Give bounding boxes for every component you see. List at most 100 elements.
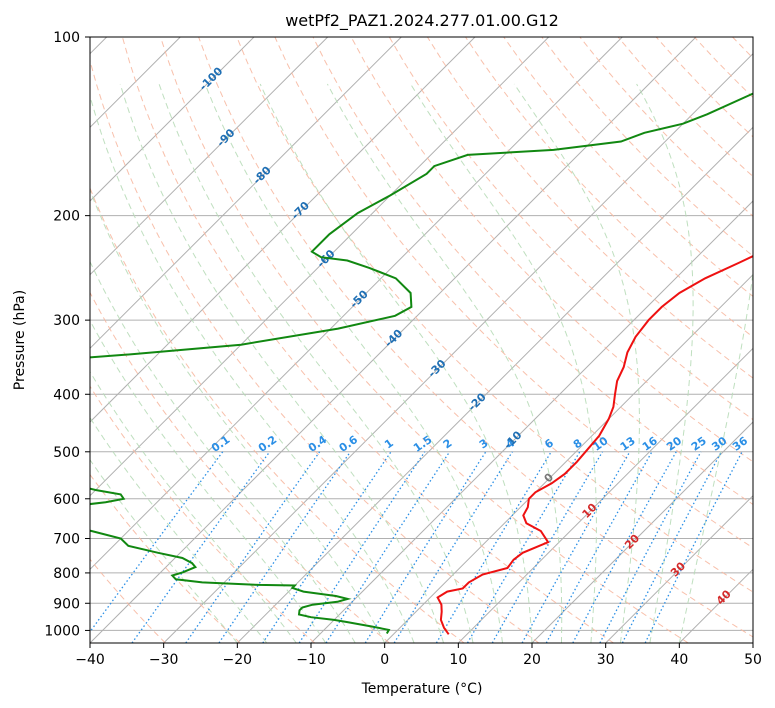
isotherm-label: 30 [668,559,688,579]
isotherm-line [384,273,753,643]
y-tick-label: 900 [53,596,80,612]
moist-adiabat-line [119,83,445,643]
x-tick-label: 40 [670,652,688,668]
isotherm-label: -70 [289,199,312,222]
isotherm-line [236,126,753,643]
dry-adiabat-line [465,37,753,338]
isotherm-line [752,642,753,643]
plot-frame [89,36,754,644]
y-tick-label: 200 [53,209,80,225]
dry-adiabat-line [388,37,753,421]
x-tick-label: 0 [380,652,389,668]
mixing-ratio-label: 2 [441,436,455,451]
dry-adiabat-line [350,37,753,463]
dry-adiabat-line [236,37,753,593]
x-tick-label: −40 [75,652,105,668]
moist-adiabat-line [90,189,386,643]
temperature-profile-line [436,254,753,635]
mixing-ratio-line [218,451,351,643]
mixing-ratio-line [185,451,321,643]
y-tick-label: 800 [53,566,80,582]
moist-adiabat-line [204,83,503,643]
mixing-ratio-label: 30 [709,434,729,454]
y-tick-label: 700 [53,532,80,548]
y-tick-label: 600 [53,492,80,508]
x-axis-title: Temperature (°C) [361,681,483,697]
isotherm-line [90,37,623,571]
mixing-ratio-label: 25 [689,434,709,453]
x-tick-label: 50 [744,652,762,668]
moist-adiabat-line [678,269,753,643]
x-tick-label: 10 [449,652,467,668]
moist-adiabat-line [90,416,268,643]
isotherm-label: -90 [214,126,237,149]
dry-adiabat-line [693,37,753,99]
dry-adiabat-line [579,37,753,217]
moist-adiabat-line [90,458,238,643]
mixing-ratio-line [90,451,224,633]
isotherm-label: -30 [425,357,448,380]
isotherm-line [90,37,402,350]
isotherm-label: -40 [382,326,405,349]
mixing-ratio-line [466,451,581,643]
mixing-ratio-line [262,451,392,643]
isotherm-line [90,37,329,276]
isotherm-line [678,568,753,643]
x-tick-label: −10 [296,652,326,668]
dry-adiabat-line [503,37,753,297]
isotherm-line [90,37,697,643]
mixing-ratio-label: 1 [382,436,396,451]
mixing-ratio-line [325,451,451,643]
x-tick-label: 20 [523,652,541,668]
dry-adiabat-line [90,473,241,643]
mixing-ratio-line [644,451,743,643]
dry-adiabat-line [160,37,689,643]
isotherm-line [531,421,753,643]
moist-adiabat-line [410,83,597,643]
x-axis: −40 −30 −20 −10 0 10 20 30 40 50 [75,643,762,668]
isotherm-line [90,37,476,423]
mixing-ratio-label: 36 [730,434,750,454]
isotherm-line [605,494,753,643]
chart-title: wetPf2_PAZ1.2024.277.01.00.G12 [285,11,559,31]
dry-adiabat-line [90,385,316,643]
moist-adiabat-line [158,83,474,643]
dry-adiabat-line [121,37,614,643]
y-tick-label: 1000 [44,623,80,639]
mixing-ratio-line [298,451,426,643]
dry-adiabat-line [198,37,753,638]
moist-adiabat-line [636,83,694,643]
y-tick-label: 100 [53,30,80,46]
dry-adiabat-line [426,37,753,379]
isotherm-line [90,37,255,202]
moist-adiabat-line [259,83,533,643]
dry-adiabat-line [771,37,775,643]
x-tick-label: −30 [149,652,179,668]
isotherm-label: -100 [197,64,226,93]
isotherm-label: -10 [501,428,524,451]
moist-adiabat-line [513,83,640,643]
dry-adiabat-line [90,58,540,643]
mixing-ratio-label: 8 [571,436,585,451]
mixing-ratio-line [364,451,487,643]
dry-adiabat-line [732,37,753,59]
x-tick-label: −20 [223,652,253,668]
isotherm-label: -50 [348,287,371,310]
isotherm-line [90,37,550,497]
mixing-ratio-line [599,451,702,643]
y-tick-label: 300 [53,313,80,329]
dewpoint-profile-line [90,92,753,635]
isotherm-label: 20 [622,532,642,552]
y-tick-label: 500 [53,445,80,461]
mixing-ratio-label: 13 [618,434,638,453]
y-axis: 100 200 300 400 500 600 700 800 900 1000 [44,30,90,639]
mixing-ratio-line [545,451,653,643]
mixing-ratio-line [572,451,677,643]
isotherm-line [163,52,753,643]
dry-adiabat-line [655,37,753,138]
dry-adiabat-line [90,291,390,643]
mixing-ratio-line [435,451,552,643]
y-tick-label: 400 [53,387,80,403]
moist-adiabat-line [90,260,356,643]
